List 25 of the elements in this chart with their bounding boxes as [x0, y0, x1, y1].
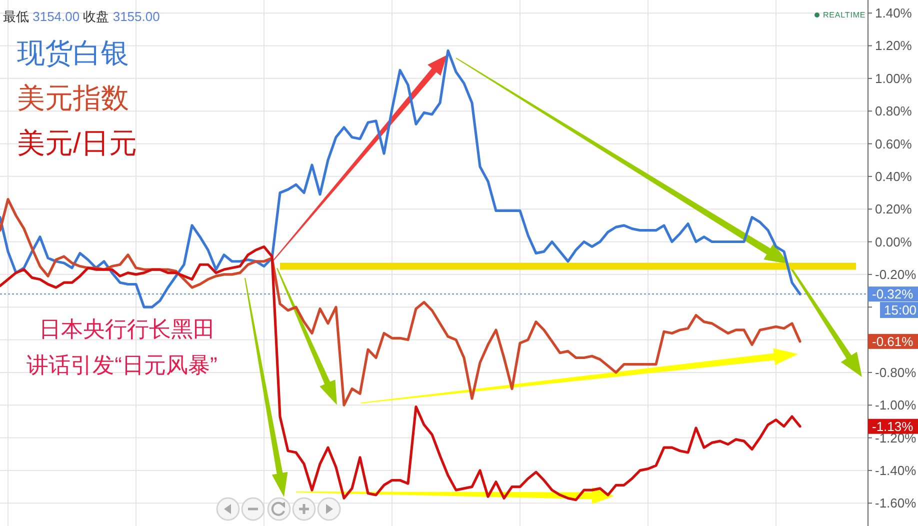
legend-item: 现货白银: [17, 38, 129, 68]
y-tick-label: -1.40%: [875, 462, 917, 478]
y-tick-label: 0.40%: [875, 168, 912, 184]
annotation: 日本央行行长黑田: [39, 316, 215, 342]
y-tick-label: 1.40%: [875, 6, 912, 21]
annotation-badge: 15:00: [880, 302, 918, 318]
ref-line-label: -0.32%: [872, 286, 914, 302]
y-tick-label: -1.00%: [875, 398, 917, 413]
y-tick-label: 0.60%: [875, 136, 912, 152]
y-tick-label: 1.20%: [875, 38, 912, 54]
annotation: 讲话引发“日元风暴”: [26, 352, 218, 378]
y-tick-label: 0.80%: [875, 104, 912, 119]
y-tick-label: -1.60%: [875, 496, 917, 511]
last-value-label: -0.61%: [868, 334, 918, 349]
annotation: REALTIME: [823, 10, 866, 20]
y-tick-label: 0.00%: [875, 234, 912, 250]
y-tick-label: -0.80%: [875, 364, 917, 380]
legend-item: 美元/日元: [17, 128, 137, 158]
last-value-label: -1.13%: [868, 418, 918, 434]
ref-line-label: -0.32%: [868, 286, 918, 302]
legend-item: 美元指数: [17, 82, 129, 114]
text: 最低 3154.00 收盘 3155.00: [3, 8, 160, 24]
y-tick-label: -0.20%: [875, 266, 917, 282]
y-tick-label: 0.20%: [875, 202, 912, 217]
y-tick-label: 1.00%: [875, 70, 912, 86]
